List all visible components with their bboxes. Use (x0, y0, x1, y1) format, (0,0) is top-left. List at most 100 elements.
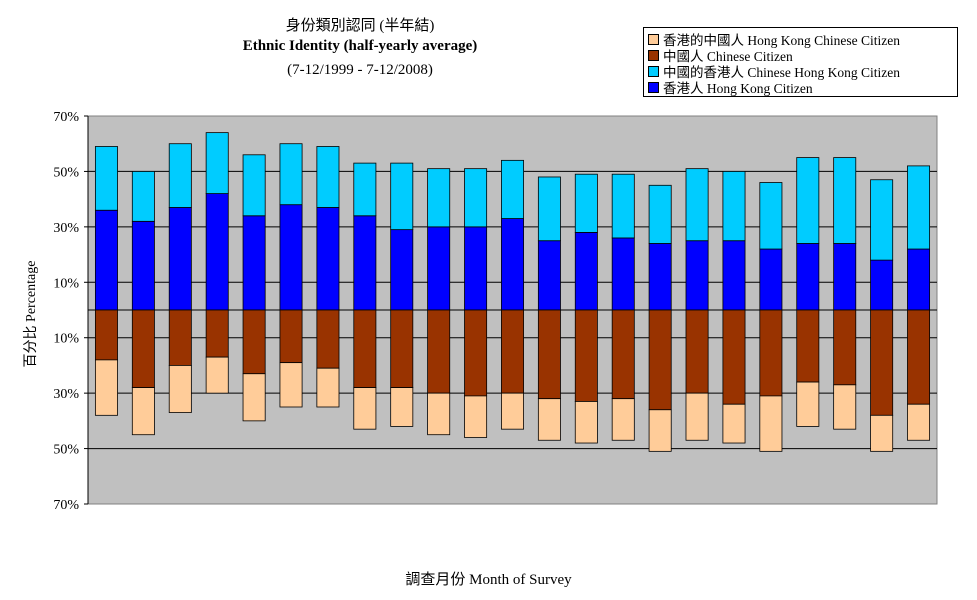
bar-segment (611, 309, 635, 400)
legend-label: 香港人 Hong Kong Citizen (663, 81, 813, 96)
bar-segment (759, 395, 783, 452)
bar-segment (205, 193, 229, 311)
bar-segment (168, 143, 192, 208)
bar-segment (353, 215, 377, 311)
bar-segment (759, 182, 783, 250)
legend-label: 中國人 Chinese Citizen (663, 49, 793, 64)
bar-segment (685, 392, 709, 441)
bar-segment (685, 240, 709, 311)
bar-segment (353, 387, 377, 430)
bar-segment (907, 403, 931, 441)
y-axis-label: 百分比 Percentage (24, 260, 39, 368)
legend-swatch (648, 65, 659, 77)
bar-segment (501, 159, 524, 219)
bar-segment (537, 398, 561, 441)
bar-segment (648, 243, 672, 311)
bar-segment (168, 309, 192, 366)
bar-segment (279, 143, 303, 206)
bar-segment (168, 207, 192, 311)
bar-segment (316, 146, 340, 208)
legend-swatch (648, 49, 659, 61)
bar-segment (796, 309, 820, 383)
bar-segment (722, 403, 746, 444)
legend-swatch (648, 33, 659, 45)
bar-segment (870, 414, 894, 452)
bar-segment (427, 168, 451, 228)
bar-segment (870, 259, 894, 311)
y-tick-label: 30% (53, 221, 79, 236)
bar-segment (316, 367, 340, 408)
bar-segment (205, 309, 229, 358)
bar-segment (464, 395, 488, 438)
bar-segment (94, 209, 118, 311)
bar-segment (353, 309, 377, 388)
bar-segment (464, 309, 488, 397)
bar-segment (279, 204, 303, 311)
bar-segment (537, 309, 561, 400)
bar-segment (464, 226, 488, 311)
bar-segment (537, 176, 561, 242)
bar-segment (464, 168, 488, 228)
bar-segment (427, 392, 451, 436)
y-tick-label: 50% (53, 443, 79, 458)
bar-segment (390, 387, 414, 427)
bar-segment (242, 373, 266, 422)
bar-segment (907, 248, 931, 311)
bar-segment (131, 171, 155, 222)
bar-segment (501, 309, 524, 394)
bar-segment (574, 173, 598, 233)
bar-segment (759, 309, 783, 397)
bar-segment (648, 184, 672, 244)
bar-segment (685, 168, 709, 242)
y-tick-label: 10% (53, 332, 79, 347)
bar-segment (796, 243, 820, 311)
bar-segment (870, 179, 894, 261)
y-tick-label: 70% (53, 498, 79, 513)
bar-segment (574, 309, 598, 402)
chart-title: 身份類別認同 (半年結) (285, 18, 435, 34)
bar-segment (242, 215, 266, 311)
bar-segment (427, 309, 451, 394)
y-tick-label: 10% (53, 276, 79, 291)
legend-item: 中國人 Chinese Citizen (648, 47, 953, 64)
bar-segment (316, 309, 340, 369)
bar-segment (574, 231, 598, 311)
bar-segment (796, 381, 820, 427)
chart-legend: 香港的中國人 Hong Kong Chinese Citizen 中國人 Chi… (643, 27, 958, 97)
bar-segment (833, 157, 857, 244)
bar-segment (722, 171, 746, 242)
bar-segment (131, 387, 155, 436)
bar-segment (611, 173, 635, 239)
bar-segment (722, 240, 746, 311)
bar-segment (648, 409, 672, 452)
chart-date-range: (7-12/1999 - 7-12/2008) (287, 62, 433, 78)
bar-segment (501, 218, 524, 311)
x-axis-label: 調查月份 Month of Survey (405, 572, 572, 588)
bar-segment (94, 359, 118, 416)
legend-swatch (648, 81, 659, 93)
bar-segment (501, 392, 524, 430)
bar-segment (685, 309, 709, 394)
legend-label: 香港的中國人 Hong Kong Chinese Citizen (663, 33, 900, 48)
bar-segment (94, 146, 118, 211)
bar-segment (353, 162, 377, 217)
bar-segment (131, 309, 155, 388)
bar-segment (427, 226, 451, 311)
legend-item: 中國的香港人 Chinese Hong Kong Citizen (648, 63, 953, 80)
bar-segment (759, 248, 783, 311)
bar-segment (390, 162, 414, 231)
bar-segment (316, 207, 340, 311)
chart-subtitle: Ethnic Identity (half-yearly average) (242, 38, 478, 54)
bar-segment (279, 309, 303, 364)
bar-segment (168, 365, 192, 413)
y-tick-label: 30% (53, 387, 79, 402)
bar-segment (870, 309, 894, 416)
bar-segment (242, 154, 266, 217)
bar-segment (390, 309, 414, 388)
bar-segment (390, 229, 414, 311)
bar-segment (611, 398, 635, 441)
legend-item: 香港人 Hong Kong Citizen (648, 79, 953, 96)
bar-segment (833, 243, 857, 311)
y-tick-label: 50% (53, 165, 79, 180)
